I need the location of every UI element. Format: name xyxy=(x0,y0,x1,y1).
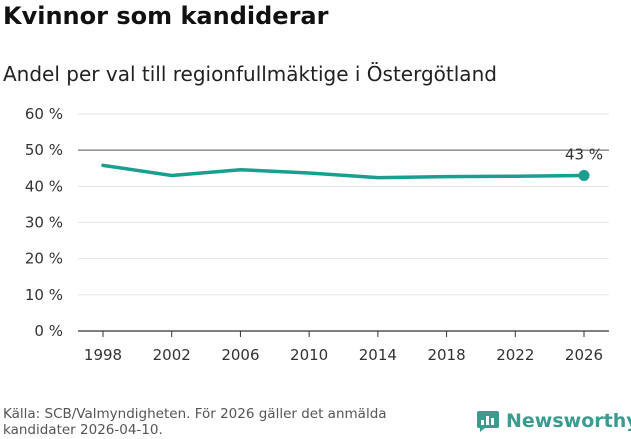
y-tick-label: 60 % xyxy=(25,105,63,123)
series-layer: 43 % xyxy=(101,145,603,181)
brand-logo: Newsworthy xyxy=(476,409,631,433)
y-tick-label: 20 % xyxy=(25,250,63,268)
brand-name: Newsworthy xyxy=(506,410,631,432)
x-tick-label: 2010 xyxy=(290,346,328,364)
y-tick-label: 10 % xyxy=(25,286,63,304)
x-tick-label: 1998 xyxy=(84,346,122,364)
x-tick-label: 2002 xyxy=(153,346,191,364)
x-tick-label: 2018 xyxy=(427,346,465,364)
chart-subtitle: Andel per val till regionfullmäktige i Ö… xyxy=(3,62,497,86)
x-tick-label: 2006 xyxy=(221,346,259,364)
x-tick-label: 2014 xyxy=(359,346,397,364)
y-tick-label: 30 % xyxy=(25,214,63,232)
y-tick-label: 0 % xyxy=(34,322,63,340)
x-axis: 1998 2002 2006 2010 2014 2018 2022 2026 xyxy=(78,330,609,364)
end-point-marker xyxy=(578,169,590,181)
y-tick-label: 50 % xyxy=(25,141,63,159)
source-line-2: kandidater 2026-04-10. xyxy=(3,422,163,438)
x-tick-label: 2026 xyxy=(565,346,603,364)
source-note: Källa: SCB/Valmyndigheten. För 2026 gäll… xyxy=(3,406,463,438)
source-line-1: Källa: SCB/Valmyndigheten. För 2026 gäll… xyxy=(3,406,387,422)
y-axis-tick-labels: 0 % 10 % 20 % 30 % 40 % 50 % 60 % xyxy=(25,105,63,340)
end-value-label: 43 % xyxy=(565,145,603,163)
y-tick-label: 40 % xyxy=(25,177,63,195)
grid-lines xyxy=(78,113,609,296)
series-line xyxy=(101,163,586,180)
chart-title: Kvinnor som kandiderar xyxy=(3,2,329,30)
x-tick-label: 2022 xyxy=(496,346,534,364)
bar-chart-icon xyxy=(477,411,499,432)
